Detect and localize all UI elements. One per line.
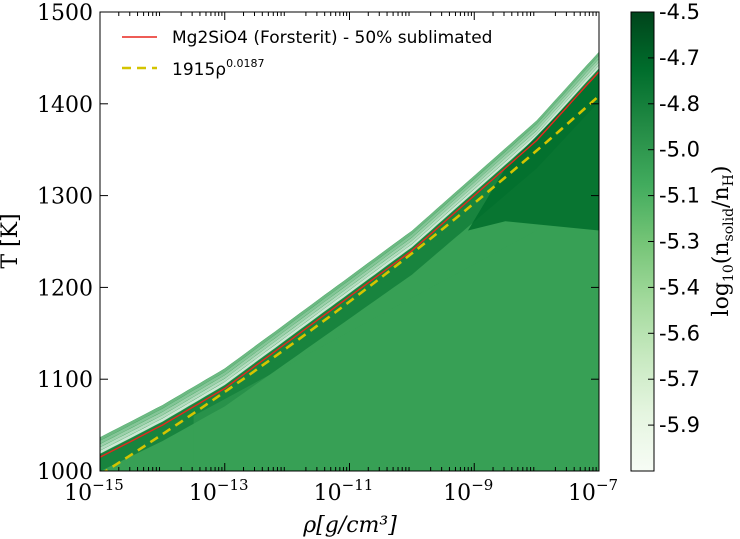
x-tick-exponent: −11 [342, 476, 374, 494]
y-tick-label: 1300 [37, 185, 93, 210]
forsterit-50pct-line [100, 71, 599, 458]
x-tick-base: 10 [189, 481, 217, 506]
x-tick-label: 10−9 [443, 476, 493, 506]
cb-tick-label: -4.5 [659, 0, 700, 24]
y-tick-label: 1500 [37, 1, 93, 26]
x-tick-label: 10−7 [568, 476, 618, 506]
x-tick-label: 10−11 [314, 476, 374, 506]
x-tick-base: 10 [568, 481, 596, 506]
y-axis-label: T [K] [0, 213, 23, 268]
cb-label-log-sub: 10 [721, 264, 737, 282]
cb-label-n2: n [709, 186, 734, 200]
x-axis-label-text: ρ[g/cm³] [302, 513, 397, 538]
power-law-fit-line [103, 94, 599, 471]
x-tick-base: 10 [443, 481, 471, 506]
x-axis-ticks: 10−15 10−13 10−11 10−9 10−7 [64, 12, 618, 506]
x-tick-label: 10−13 [189, 476, 249, 506]
cb-tick-label: -5.7 [659, 367, 700, 391]
y-tick-label: 1200 [37, 276, 93, 301]
cb-tick-label: -5.0 [659, 138, 700, 162]
cb-tick-label: -4.8 [659, 92, 700, 116]
legend: Mg2SiO4 (Forsterit) - 50% sublimated 191… [122, 28, 492, 80]
x-tick-exponent: −13 [217, 476, 249, 494]
cb-tick-label: -5.1 [659, 184, 700, 208]
y-tick-label: 1100 [37, 368, 93, 393]
cb-tick-label: -5.4 [659, 275, 700, 299]
x-axis-label: ρ[g/cm³] [302, 513, 397, 538]
cb-label-n1: n [709, 241, 734, 255]
x-tick-exponent: −15 [92, 476, 124, 494]
x-tick-exponent: −9 [471, 476, 493, 494]
plot-area [100, 12, 599, 471]
x-tick-base: 10 [314, 481, 342, 506]
x-tick-label: 10−15 [64, 476, 124, 506]
cb-label-slash: / [709, 200, 734, 208]
legend-fit-base: 1915ρ [172, 60, 226, 80]
cb-tick-label: -5.6 [659, 321, 700, 345]
y-axis-label-text: T [K] [0, 213, 23, 268]
x-tick-base: 10 [64, 481, 92, 506]
legend-label-forsterit: Mg2SiO4 (Forsterit) - 50% sublimated [172, 28, 492, 48]
cb-label-paren-open: ( [709, 256, 734, 265]
colorbar-label: log10(nsolid/nH) [709, 166, 737, 317]
y-tick-label: 1000 [37, 460, 93, 485]
heatmap-lower-wedge [193, 230, 599, 471]
y-axis-ticks: 1000 1100 1200 1300 1400 1500 [37, 1, 599, 485]
x-tick-exponent: −7 [596, 476, 618, 494]
cb-tick-label: -5.3 [659, 230, 700, 254]
cb-tick-label: -5.9 [659, 413, 700, 437]
cb-label-n1-sub: solid [721, 208, 737, 242]
colorbar-ticks: -4.5 -4.7 -4.8 -5.0 -5.1 -5.3 -5.4 -5.6 -5.7 -5.9 [648, 0, 700, 437]
legend-label-fit: 1915ρ0.0187 [172, 57, 265, 80]
y-tick-label: 1400 [37, 93, 93, 118]
cb-label-paren-close: ) [709, 166, 734, 175]
cb-tick-label: -4.7 [659, 46, 700, 70]
cb-label-n2-sub: H [721, 174, 737, 186]
heatmap-dark-block [468, 71, 599, 231]
cb-label-log: log [709, 282, 734, 316]
legend-fit-exponent: 0.0187 [226, 57, 265, 70]
